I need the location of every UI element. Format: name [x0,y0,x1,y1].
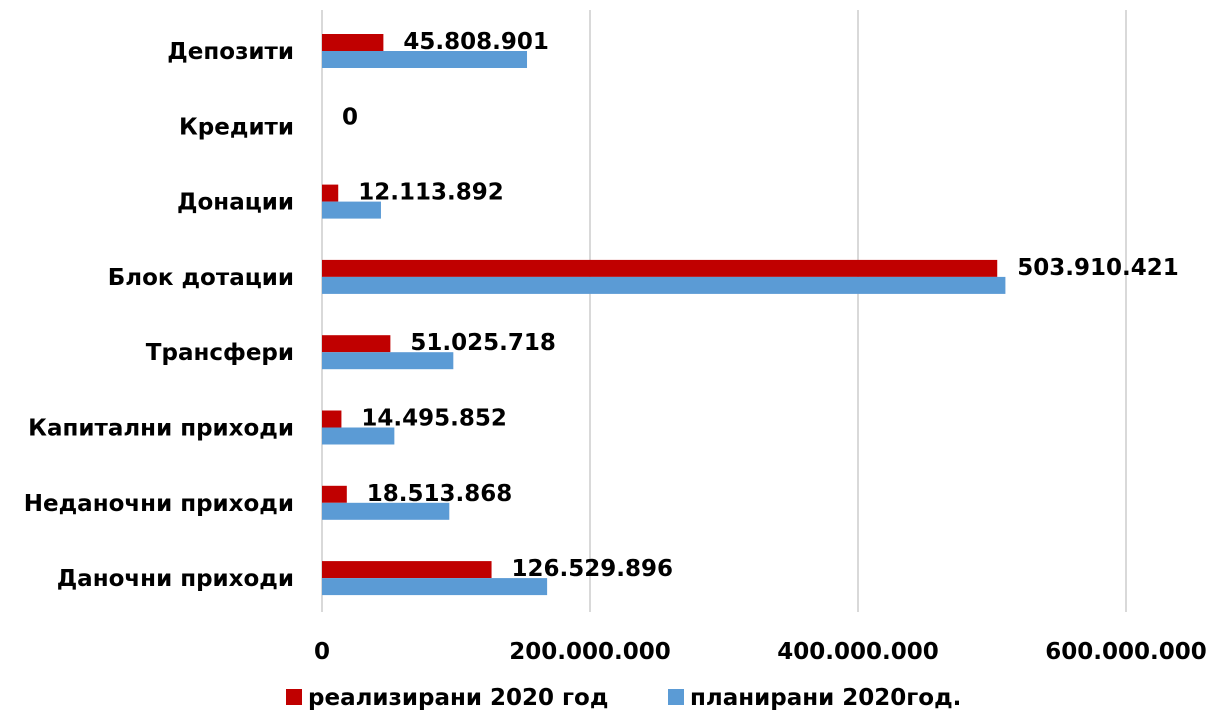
legend-swatch [286,689,302,705]
data-label: 51.025.718 [410,330,556,356]
bar-realized [322,184,339,202]
category-label: Неданочни приходи [24,491,294,517]
bar-realized [322,335,391,353]
x-tick-label: 600.000.000 [1045,639,1207,665]
bar-realized [322,561,492,579]
data-label: 503.910.421 [1017,255,1179,281]
data-label: 0 [342,104,358,130]
data-labels: 45.808.901 0 12.113.892 503.910.421 51.025.7… [342,29,1179,582]
category-label: Кредити [179,114,294,140]
x-tick-label: 0 [314,639,330,665]
bar-planned [322,51,528,68]
data-label: 12.113.892 [358,180,504,206]
category-label: Капитални приходи [28,416,294,442]
category-labels: Депозити Кредити Донации Блок дотации Трансф… [24,39,294,592]
legend-label: реализирани 2020 год [308,685,608,711]
bar-realized [322,259,998,277]
bar-planned [322,502,450,520]
legend-label: планирани 2020год. [690,685,961,711]
bar-planned [322,578,548,596]
bar-planned [322,276,1006,294]
bar-planned [322,201,381,219]
bar-realized [322,485,347,503]
bar-realized [322,410,342,428]
category-label: Донации [177,190,294,216]
data-label: 126.529.896 [512,556,674,582]
bars [322,34,1006,596]
legend: реализирани 2020 год планирани 2020год. [286,685,961,711]
data-label: 45.808.901 [403,29,549,55]
category-label: Даночни приходи [57,566,294,592]
data-label: 18.513.868 [367,481,513,507]
x-tick-label: 400.000.000 [777,639,939,665]
x-axis-ticks: 0 200.000.000 400.000.000 600.000.000 [314,639,1207,665]
category-label: Трансфери [146,340,294,366]
category-label: Депозити [167,39,294,65]
bar-planned [322,427,395,445]
category-label: Блок дотации [108,265,294,291]
gridlines [321,10,1127,612]
bar-realized [322,34,384,51]
x-tick-label: 200.000.000 [509,639,671,665]
legend-swatch [668,689,684,705]
bar-planned [322,352,454,370]
data-label: 14.495.852 [361,406,507,432]
